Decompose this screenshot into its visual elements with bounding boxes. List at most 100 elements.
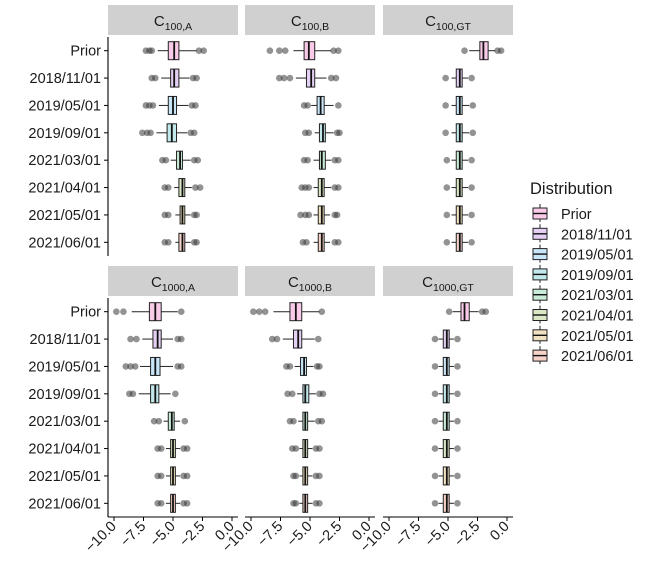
outlier-point <box>443 211 451 219</box>
outlier-point <box>330 47 337 54</box>
box-2021-03-01 <box>300 150 342 170</box>
box-2021-06-01 <box>431 493 461 513</box>
strip-label-subscript: 100,B <box>302 21 329 33</box>
outlier-point <box>193 74 200 82</box>
outlier-point <box>164 239 172 246</box>
outlier-point <box>469 129 477 137</box>
outlier-point <box>305 129 313 137</box>
legend-label: 2021/05/01 <box>561 329 634 345</box>
outlier-point <box>482 308 490 315</box>
box-2019-05-01 <box>142 95 199 115</box>
y-tick-label: 2018/11/01 <box>30 71 102 87</box>
outlier-point <box>292 500 300 507</box>
outlier-point <box>454 390 461 398</box>
box-Prior <box>461 41 505 61</box>
outlier-point <box>454 335 461 343</box>
box-2021-03-01 <box>431 411 461 431</box>
outlier-point <box>319 390 327 398</box>
outlier-point <box>327 74 335 82</box>
strip-background <box>245 5 375 35</box>
outlier-point <box>332 74 340 82</box>
strip-label-subscript: 1000,B <box>299 282 332 294</box>
outlier-point <box>333 211 341 219</box>
outlier-point <box>431 472 439 480</box>
strip-label: C100,GT <box>425 13 471 33</box>
outlier-point <box>196 184 204 191</box>
outlier-point <box>194 156 202 164</box>
legend-items: Prior 2018/11/01 2019/05/01 2019/09/01 2021/… <box>532 204 634 365</box>
outlier-point <box>113 308 120 315</box>
legend-label: 2019/09/01 <box>561 268 634 284</box>
box-2018-11-01 <box>268 329 322 349</box>
legend-item: Prior <box>532 204 592 223</box>
strip-background <box>245 266 375 296</box>
outlier-point <box>335 102 342 109</box>
outlier-point <box>454 472 461 480</box>
x-tick-label: −7.5 <box>118 519 150 551</box>
outlier-point <box>314 335 322 343</box>
y-tick-label: 2021/03/01 <box>28 414 101 430</box>
outlier-point <box>442 74 449 82</box>
box-2021-05-01 <box>297 205 341 225</box>
box-2021-04-01 <box>154 439 191 459</box>
panel-C1000-GT: C1000,GT−10.0−7.5−5.0−2.5 0.0 <box>358 266 513 556</box>
box-2018-11-01 <box>127 329 185 349</box>
outlier-point <box>192 102 199 109</box>
outlier-point <box>468 74 475 82</box>
box-2021-04-01 <box>161 178 204 198</box>
y-tick-label: 2018/11/01 <box>30 332 102 348</box>
y-tick-label: 2021/04/01 <box>28 181 101 197</box>
strip-label-main: C <box>151 274 162 291</box>
outlier-point <box>183 500 191 507</box>
outlier-point <box>255 308 263 315</box>
outlier-point <box>318 417 326 425</box>
outlier-point <box>261 308 269 315</box>
outlier-point <box>445 308 453 315</box>
outlier-point <box>120 308 127 315</box>
outlier-point <box>139 129 146 137</box>
outlier-point <box>122 363 130 370</box>
strip-background <box>383 5 513 35</box>
box-2021-06-01 <box>154 493 191 513</box>
outlier-point <box>157 472 165 480</box>
legend: Distribution Prior 2018/11/01 2019/05/01 20… <box>530 180 634 365</box>
legend-item: 2019/05/01 <box>532 244 634 264</box>
outlier-point <box>266 47 274 54</box>
box-2021-05-01 <box>443 205 475 225</box>
outlier-point <box>164 211 172 219</box>
outlier-point <box>431 417 439 425</box>
outlier-point <box>335 239 342 246</box>
box-2021-04-01 <box>431 439 461 459</box>
outlier-point <box>443 184 451 191</box>
outlier-point <box>468 156 475 164</box>
outlier-point <box>181 417 189 425</box>
strip-label-main: C <box>154 13 165 30</box>
legend-label: 2019/05/01 <box>561 248 634 264</box>
box-2019-09-01 <box>126 384 179 404</box>
outlier-point <box>127 335 134 343</box>
outlier-point <box>443 156 451 164</box>
outlier-point <box>276 47 283 54</box>
outlier-point <box>305 184 313 191</box>
box-Prior <box>445 302 490 322</box>
outlier-point <box>172 390 179 398</box>
outlier-point <box>431 500 439 507</box>
outlier-point <box>148 47 156 54</box>
box-2021-06-01 <box>299 232 342 252</box>
y-tick-label: 2021/04/01 <box>28 442 101 458</box>
box-2019-09-01 <box>139 123 198 143</box>
outlier-point <box>192 184 199 191</box>
box-2018-11-01 <box>442 68 475 88</box>
legend-label: Prior <box>561 207 592 223</box>
box-2021-03-01 <box>150 411 189 431</box>
x-tick-label: −7.5 <box>255 519 287 551</box>
box-2019-09-01 <box>431 384 461 404</box>
panels-layer: C100,APrior2018/11/012019/05/012019/09/0… <box>28 5 513 556</box>
outlier-point <box>280 74 288 82</box>
y-tick-label: 2019/09/01 <box>28 126 101 142</box>
box-2021-05-01 <box>290 466 323 486</box>
strip-label: C1000,A <box>151 274 195 294</box>
outlier-point <box>318 308 326 315</box>
outlier-point <box>250 308 257 315</box>
strip-label: C1000,GT <box>422 274 474 294</box>
